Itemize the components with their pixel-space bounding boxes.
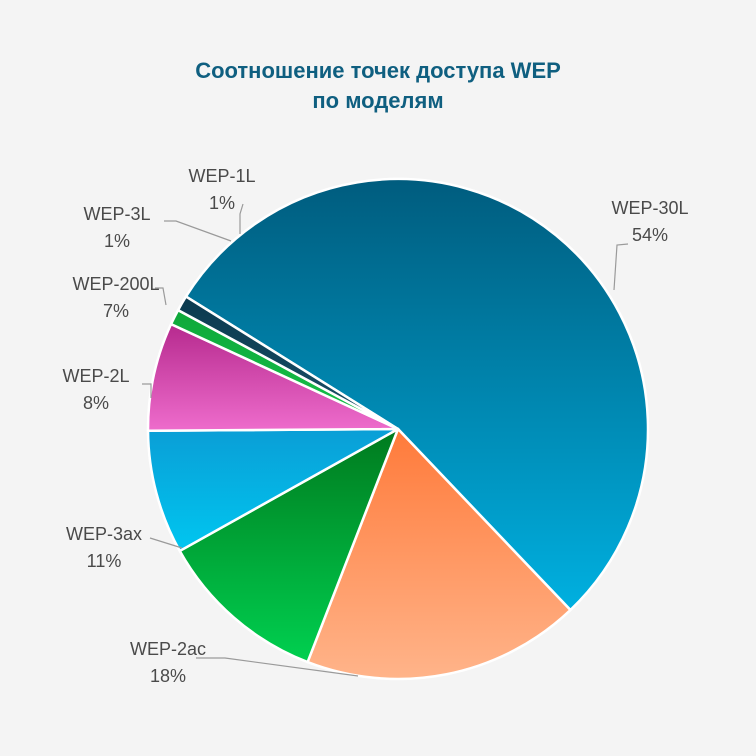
- leader-line-wep-2ac: [196, 657, 359, 677]
- pie-slice-wep-1l: [176, 295, 400, 431]
- slice-percent-wep-3ax: 11%: [87, 551, 122, 571]
- slice-label-wep-2ac: WEP-2ac: [130, 639, 206, 659]
- pie-slice-wep-30l: [184, 177, 650, 612]
- chart-title-line-1: Соотношение точек доступа WEP: [195, 58, 561, 83]
- leader-lines: [142, 203, 629, 677]
- pie-slice-wep-200l: [146, 322, 400, 432]
- slice-label-wep-200l: WEP-200L: [72, 274, 159, 294]
- leader-line-wep-3ax: [149, 537, 183, 549]
- slice-percent-wep-1l: 1%: [209, 193, 235, 213]
- leader-line-wep-2l: [142, 383, 152, 398]
- slice-percent-wep-2l: 8%: [83, 393, 109, 413]
- slice-percent-wep-200l: 7%: [103, 301, 129, 321]
- leader-line-wep-30l: [613, 243, 629, 291]
- chart-title: Соотношение точек доступа WEP по моделям: [0, 56, 756, 116]
- leader-line-wep-3l: [164, 220, 232, 242]
- pie-slice-wep-2ac: [306, 427, 572, 681]
- slice-labels: WEP-30L 54% WEP-2ac 18% WEP-3ax 11% WEP-2L 8% WE…: [62, 166, 688, 686]
- pie-slices: [146, 177, 650, 681]
- leader-line-wep-200l: [155, 287, 167, 306]
- slice-label-wep-3l: WEP-3L: [83, 204, 150, 224]
- slice-percent-wep-2ac: 18%: [150, 666, 186, 686]
- slice-percent-wep-3l: 1%: [104, 231, 130, 251]
- slice-label-wep-30l: WEP-30L: [611, 198, 688, 218]
- pie-slice-wep-3ax: [178, 427, 400, 664]
- chart-title-line-2: по моделям: [312, 88, 444, 113]
- leader-line-wep-1l: [239, 203, 244, 234]
- slice-label-wep-1l: WEP-1L: [188, 166, 255, 186]
- slice-percent-wep-30l: 54%: [632, 225, 668, 245]
- slice-label-wep-2l: WEP-2L: [62, 366, 129, 386]
- slice-label-wep-3ax: WEP-3ax: [66, 524, 142, 544]
